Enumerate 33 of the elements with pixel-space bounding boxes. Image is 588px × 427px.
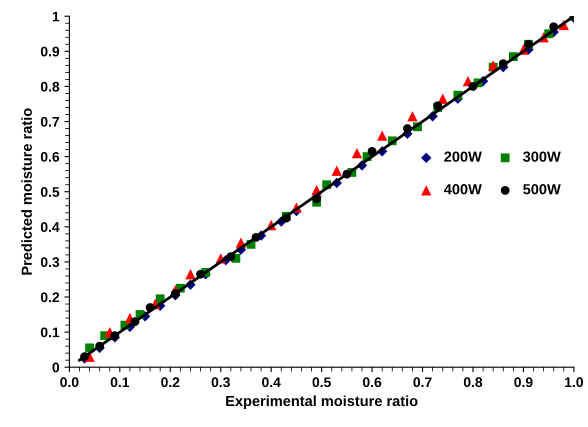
- y-tick-label: 1: [52, 12, 60, 22]
- x-tick-label: 0.7: [413, 377, 432, 388]
- y-tick-label: 0.5: [40, 187, 60, 197]
- y-tick-label: 0.8: [40, 82, 60, 92]
- x-tick-label: 0.1: [110, 377, 130, 388]
- y-axis-title: Predicted moisture ratio: [21, 108, 32, 275]
- y-tick-label: 0.9: [40, 46, 60, 56]
- x-tick-label: 0.6: [362, 377, 382, 388]
- x-tick-label: 1.0: [565, 377, 583, 388]
- x-axis-title: Experimental moisture ratio: [226, 395, 418, 410]
- y-tick-label: 0.2: [40, 292, 60, 302]
- y-tick-label: 0: [52, 362, 60, 372]
- legend-label: 400W: [444, 184, 482, 194]
- point: [352, 148, 362, 158]
- legend-label: 500W: [523, 184, 561, 194]
- x-tick-label: 0.8: [464, 377, 482, 388]
- x-tick-label: 0.4: [262, 377, 281, 388]
- point: [377, 130, 388, 141]
- y-tick-label: 0.6: [40, 152, 60, 162]
- x-tick-label: 0.9: [514, 377, 533, 388]
- point: [332, 166, 342, 176]
- point: [407, 111, 418, 122]
- y-tick-label: 0.1: [40, 327, 60, 338]
- point: [185, 269, 196, 280]
- x-tick-label: 0.5: [312, 377, 331, 388]
- y-tick-label: 0.4: [40, 222, 60, 232]
- x-tick-label: 0.2: [161, 377, 180, 388]
- x-tick-label: 0.0: [60, 377, 78, 388]
- legend-label: 300W: [523, 151, 561, 162]
- x-tick-label: 0.3: [212, 377, 230, 388]
- y-tick-label: 0.7: [40, 116, 60, 127]
- y-tick-label: 0.3: [40, 257, 60, 268]
- legend-label: 200W: [444, 151, 482, 162]
